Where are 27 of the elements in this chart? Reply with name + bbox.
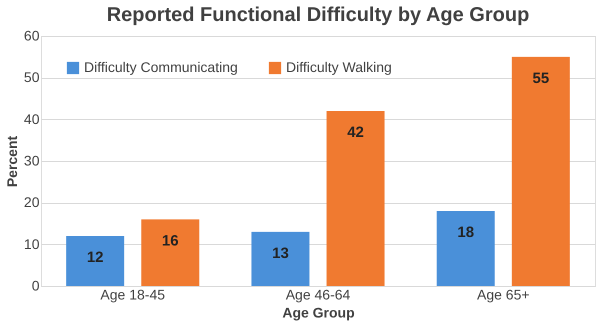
bar <box>251 232 310 286</box>
x-tick-label: Age 18-45 <box>100 286 166 302</box>
bar <box>326 111 385 286</box>
y-tick-label: 50 <box>24 69 40 86</box>
y-tick-label: 60 <box>24 28 40 44</box>
x-tick-label: Age 65+ <box>477 286 530 302</box>
y-tick-label: 0 <box>32 278 40 294</box>
data-label: 13 <box>272 244 289 262</box>
bar <box>436 211 495 286</box>
data-label: 18 <box>457 224 474 241</box>
legend-label: Difficulty Communicating <box>84 59 238 75</box>
data-label: 16 <box>162 232 179 250</box>
bar <box>141 219 200 286</box>
y-tick-label: 40 <box>24 110 40 127</box>
y-axis-title: Percent <box>4 135 20 188</box>
bar <box>66 236 124 286</box>
y-tick-label: 30 <box>24 152 40 168</box>
data-label: 12 <box>86 249 104 266</box>
x-axis-title: Age Group <box>282 304 355 320</box>
data-label: 42 <box>347 124 364 141</box>
chart-title: Reported Functional Difficulty by Age Group <box>106 4 530 26</box>
x-tick-label: Age 46-64 <box>286 286 351 302</box>
y-tick-label: 20 <box>24 194 40 210</box>
data-label: 55 <box>532 70 550 87</box>
y-tick-label: 10 <box>24 236 40 252</box>
legend-label: Difficulty Walking <box>286 59 392 75</box>
bar <box>512 56 570 286</box>
